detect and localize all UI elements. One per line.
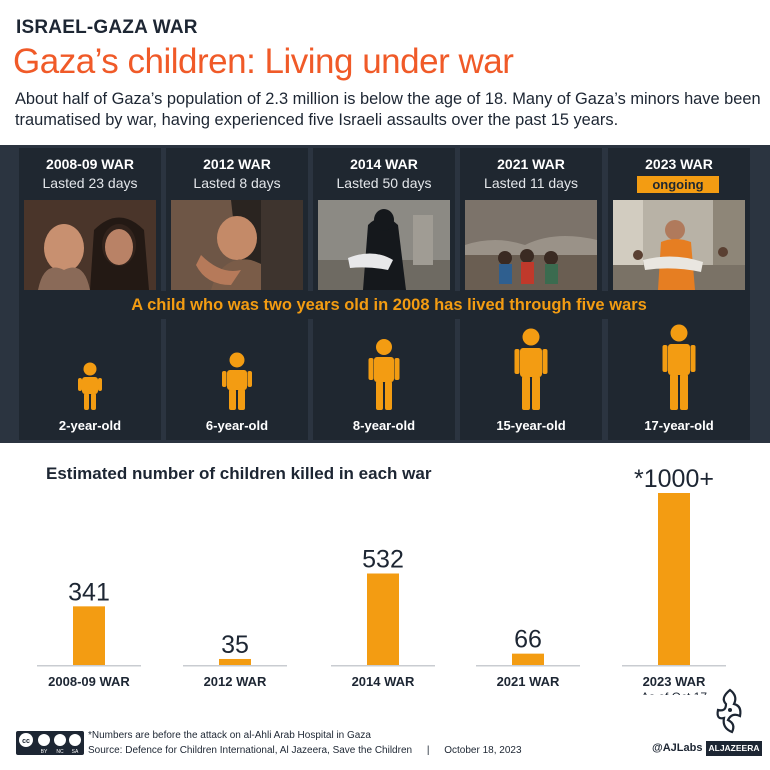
category-label-3: 2021 WAR [497, 674, 560, 689]
war-name: 2012 WAR [203, 156, 271, 172]
bar-chart: 341 2008-09 WAR 35 2012 WAR 532 2014 WAR 66 202… [37, 465, 726, 695]
baseline-1 [183, 665, 287, 667]
bar-2 [367, 573, 399, 665]
chart-title: Estimated number of children killed in e… [46, 464, 432, 483]
child-figure-17 [608, 324, 750, 410]
age-label: 8-year-old [352, 418, 416, 433]
war-name: 2023 WAR [645, 156, 713, 172]
baseline-0 [37, 665, 141, 667]
creative-commons-icon: cc BY NC SA [16, 731, 84, 755]
category-label-1: 2012 WAR [204, 674, 267, 689]
war-photo [24, 200, 156, 290]
war-duration: Lasted 8 days [193, 175, 281, 191]
intro-text: About half of Gaza’s population of 2.3 m… [15, 90, 761, 129]
cc-sa-label: SA [72, 749, 79, 755]
bar-3 [512, 653, 544, 665]
baseline-2 [331, 665, 435, 667]
value-label-0: 341 [68, 578, 110, 606]
child-figure-2 [19, 362, 161, 410]
war-name: 2008-09 WAR [46, 156, 134, 172]
ajlabs-handle: @AJLabs [652, 742, 703, 754]
war-duration: Lasted 23 days [42, 175, 138, 191]
category-label-4: 2023 WAR [643, 674, 706, 689]
child-figure-8 [313, 338, 455, 410]
child-figure-15 [460, 328, 602, 410]
ongoing-badge: ongoing [637, 176, 719, 193]
war-duration: Lasted 11 days [484, 175, 578, 191]
publish-date: October 18, 2023 [444, 745, 522, 756]
value-label-2: 532 [362, 545, 404, 573]
age-label: 6-year-old [205, 418, 269, 433]
aljazeera-badge: ALJAZEERA [706, 741, 762, 756]
war-photo [171, 200, 303, 290]
footnote: *Numbers are before the attack on al-Ahl… [88, 730, 371, 741]
cc-by-label: BY [41, 749, 48, 755]
bar-0 [73, 606, 105, 665]
category-label-2: 2014 WAR [352, 674, 415, 689]
page-title: Gaza’s children: Living under war [13, 42, 514, 81]
category-label-0: 2008-09 WAR [48, 674, 130, 689]
separator: | [426, 745, 430, 756]
war-duration: Lasted 50 days [336, 175, 432, 191]
value-label-1: 35 [221, 631, 249, 659]
age-label: 15-year-old [496, 418, 566, 433]
war-photo [465, 200, 597, 290]
war-photo [613, 200, 745, 290]
bar-1 [219, 658, 251, 665]
baseline-4 [622, 665, 726, 667]
bar-4 [658, 493, 690, 665]
value-label-4: *1000+ [634, 465, 714, 493]
baseline-3 [476, 665, 580, 667]
cc-nc-label: NC [56, 749, 64, 755]
war-name: 2021 WAR [497, 156, 565, 172]
war-name: 2014 WAR [350, 156, 418, 172]
age-label: 2-year-old [58, 418, 122, 433]
aljazeera-logo-icon [716, 688, 742, 734]
war-photo [318, 200, 450, 290]
kicker: ISRAEL-GAZA WAR [16, 17, 198, 38]
child-figure-6 [166, 352, 308, 410]
age-label: 17-year-old [644, 418, 714, 433]
value-label-3: 66 [514, 626, 542, 654]
category-note-4: As of Oct 17 [641, 690, 707, 695]
banner: A child who was two years old in 2008 ha… [34, 291, 744, 319]
cc-label: cc [22, 738, 30, 745]
source-text: Source: Defence for Children Internation… [88, 745, 413, 756]
source-line: Source: Defence for Children Internation… [88, 745, 522, 756]
